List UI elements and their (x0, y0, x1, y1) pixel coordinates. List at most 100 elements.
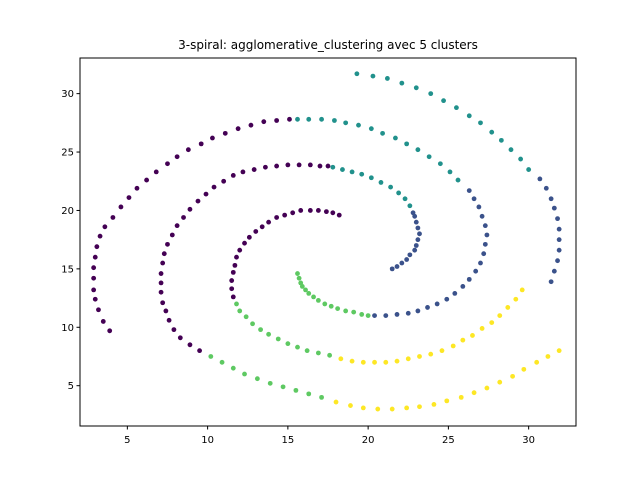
data-point-cluster-0 (285, 162, 291, 168)
data-point-cluster-1 (482, 241, 488, 247)
data-point-cluster-0 (234, 254, 239, 260)
data-point-cluster-2 (370, 73, 376, 79)
data-point-cluster-0 (211, 184, 217, 190)
data-point-cluster-0 (158, 289, 164, 295)
data-point-cluster-4 (372, 359, 377, 365)
data-point-cluster-0 (97, 233, 103, 239)
data-point-cluster-1 (413, 243, 419, 248)
data-point-cluster-4 (450, 343, 456, 349)
data-point-cluster-0 (174, 154, 180, 160)
data-point-cluster-2 (359, 171, 365, 177)
data-point-cluster-2 (354, 71, 360, 77)
data-point-cluster-3 (351, 309, 357, 315)
data-point-cluster-4 (545, 354, 551, 359)
data-point-cluster-0 (253, 229, 259, 234)
data-point-cluster-3 (250, 321, 255, 327)
data-point-cluster-1 (460, 283, 466, 289)
data-point-cluster-0 (102, 224, 108, 230)
data-point-cluster-1 (556, 237, 562, 243)
data-point-cluster-3 (243, 314, 249, 320)
data-point-cluster-1 (481, 251, 487, 257)
data-point-cluster-1 (543, 185, 549, 191)
data-point-cluster-0 (198, 141, 204, 147)
data-point-cluster-4 (333, 399, 339, 405)
data-point-cluster-0 (165, 241, 170, 247)
data-point-cluster-4 (521, 366, 527, 372)
data-point-cluster-3 (327, 352, 333, 358)
data-point-cluster-0 (91, 265, 97, 271)
data-point-cluster-0 (248, 122, 254, 128)
data-point-cluster-2 (332, 118, 337, 123)
data-point-cluster-2 (466, 113, 472, 119)
data-point-cluster-1 (476, 204, 482, 210)
data-point-cluster-0 (246, 234, 252, 240)
data-point-cluster-1 (415, 225, 421, 231)
data-point-cluster-2 (368, 175, 374, 181)
data-point-cluster-2 (447, 169, 453, 175)
data-point-cluster-0 (197, 348, 202, 354)
data-point-cluster-0 (323, 209, 329, 215)
data-point-cluster-0 (296, 162, 302, 168)
data-point-cluster-0 (187, 206, 193, 212)
data-point-cluster-1 (415, 308, 421, 314)
data-point-cluster-0 (237, 247, 243, 253)
data-point-cluster-0 (266, 219, 272, 225)
data-point-cluster-2 (330, 164, 336, 170)
data-point-cluster-3 (267, 380, 273, 386)
y-axis: 5 10 15 20 25 30 (61, 89, 80, 392)
points-layer (91, 71, 562, 412)
y-tick-label: 15 (61, 264, 74, 275)
data-point-cluster-0 (290, 210, 296, 216)
data-point-cluster-0 (317, 163, 323, 169)
data-point-cluster-4 (360, 405, 366, 411)
data-point-cluster-4 (405, 356, 411, 362)
chart-title: 3-spiral: agglomerative_clustering avec … (178, 38, 478, 52)
data-point-cluster-2 (441, 98, 446, 104)
data-point-cluster-0 (287, 116, 292, 122)
data-point-cluster-0 (181, 215, 186, 220)
data-point-cluster-4 (519, 287, 525, 293)
data-point-cluster-2 (437, 161, 443, 167)
data-point-cluster-0 (185, 147, 191, 153)
y-tick-label: 5 (68, 381, 74, 392)
data-point-cluster-2 (413, 85, 419, 91)
data-point-cluster-2 (407, 203, 413, 209)
data-point-cluster-0 (261, 119, 267, 125)
data-point-cluster-4 (360, 359, 366, 365)
data-point-cluster-3 (319, 394, 324, 400)
data-point-cluster-3 (322, 301, 328, 307)
data-point-cluster-0 (203, 191, 209, 197)
data-point-cluster-3 (306, 391, 312, 397)
data-point-cluster-0 (235, 126, 241, 132)
data-point-cluster-0 (118, 204, 124, 210)
data-point-cluster-0 (91, 287, 97, 293)
data-point-cluster-2 (295, 116, 300, 122)
data-point-cluster-4 (460, 337, 466, 343)
data-point-cluster-0 (240, 169, 246, 175)
data-point-cluster-0 (144, 177, 150, 183)
data-point-cluster-1 (415, 237, 421, 243)
data-point-cluster-3 (285, 341, 291, 347)
data-point-cluster-3 (266, 331, 272, 337)
data-point-cluster-3 (237, 308, 243, 314)
data-point-cluster-1 (404, 257, 410, 262)
data-point-cluster-0 (166, 317, 172, 323)
data-point-cluster-0 (229, 286, 235, 292)
data-point-cluster-3 (303, 287, 308, 293)
data-point-cluster-0 (251, 167, 257, 172)
data-point-cluster-0 (161, 251, 167, 257)
data-point-cluster-1 (389, 266, 395, 272)
data-point-cluster-0 (259, 224, 265, 230)
data-point-cluster-0 (91, 275, 97, 281)
data-point-cluster-2 (518, 156, 524, 162)
data-point-cluster-1 (555, 258, 560, 264)
data-point-cluster-1 (548, 196, 554, 202)
data-point-cluster-1 (556, 247, 562, 253)
data-point-cluster-2 (343, 120, 349, 126)
data-point-cluster-2 (489, 129, 495, 135)
data-point-cluster-1 (410, 210, 416, 216)
data-point-cluster-0 (94, 244, 100, 250)
data-point-cluster-1 (556, 226, 562, 232)
data-point-cluster-0 (307, 208, 313, 213)
data-point-cluster-0 (242, 240, 247, 246)
